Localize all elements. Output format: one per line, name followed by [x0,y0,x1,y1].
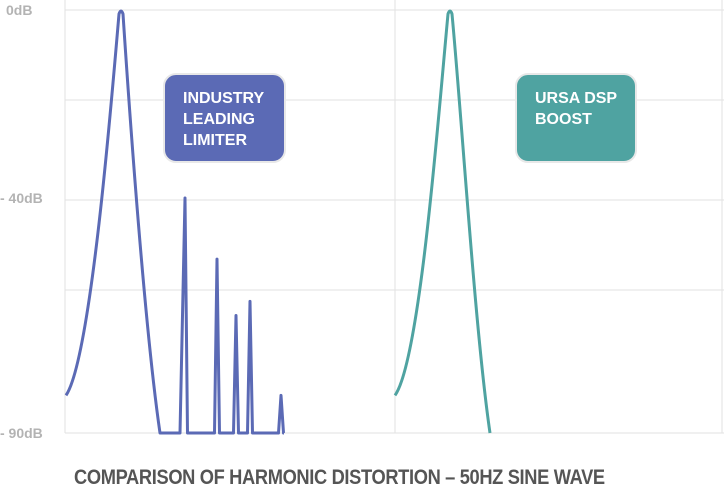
badge-industry-leading-limiter: INDUSTRY LEADING LIMITER [163,73,286,163]
panel-labels: INDUSTRY LEADING LIMITER URSA DSP BOOST [163,73,637,163]
y-tick-label: 0dB [6,2,32,18]
series-ursa-line [393,9,492,434]
badge-background [163,73,286,163]
badge-label-line: LIMITER [183,132,247,149]
y-tick-label: - 90dB [0,425,43,441]
y-tick-label: - 40dB [0,190,43,206]
chart-title: COMPARISON OF HARMONIC DISTORTION – 50HZ… [74,466,605,489]
badge-label-line: URSA DSP [535,90,617,107]
series-limiter-line [64,9,285,435]
badge-label-line: INDUSTRY [183,90,265,107]
badge-label-line: BOOST [535,111,592,128]
spectrum-curves [64,9,492,435]
grid-lines [64,0,724,434]
badge-ursa-dsp-boost: URSA DSP BOOST [515,73,637,163]
badge-label-line: LEADING [183,111,255,128]
badge-background [515,73,637,163]
y-axis-ticks: 0dB - 40dB - 90dB [0,2,43,441]
